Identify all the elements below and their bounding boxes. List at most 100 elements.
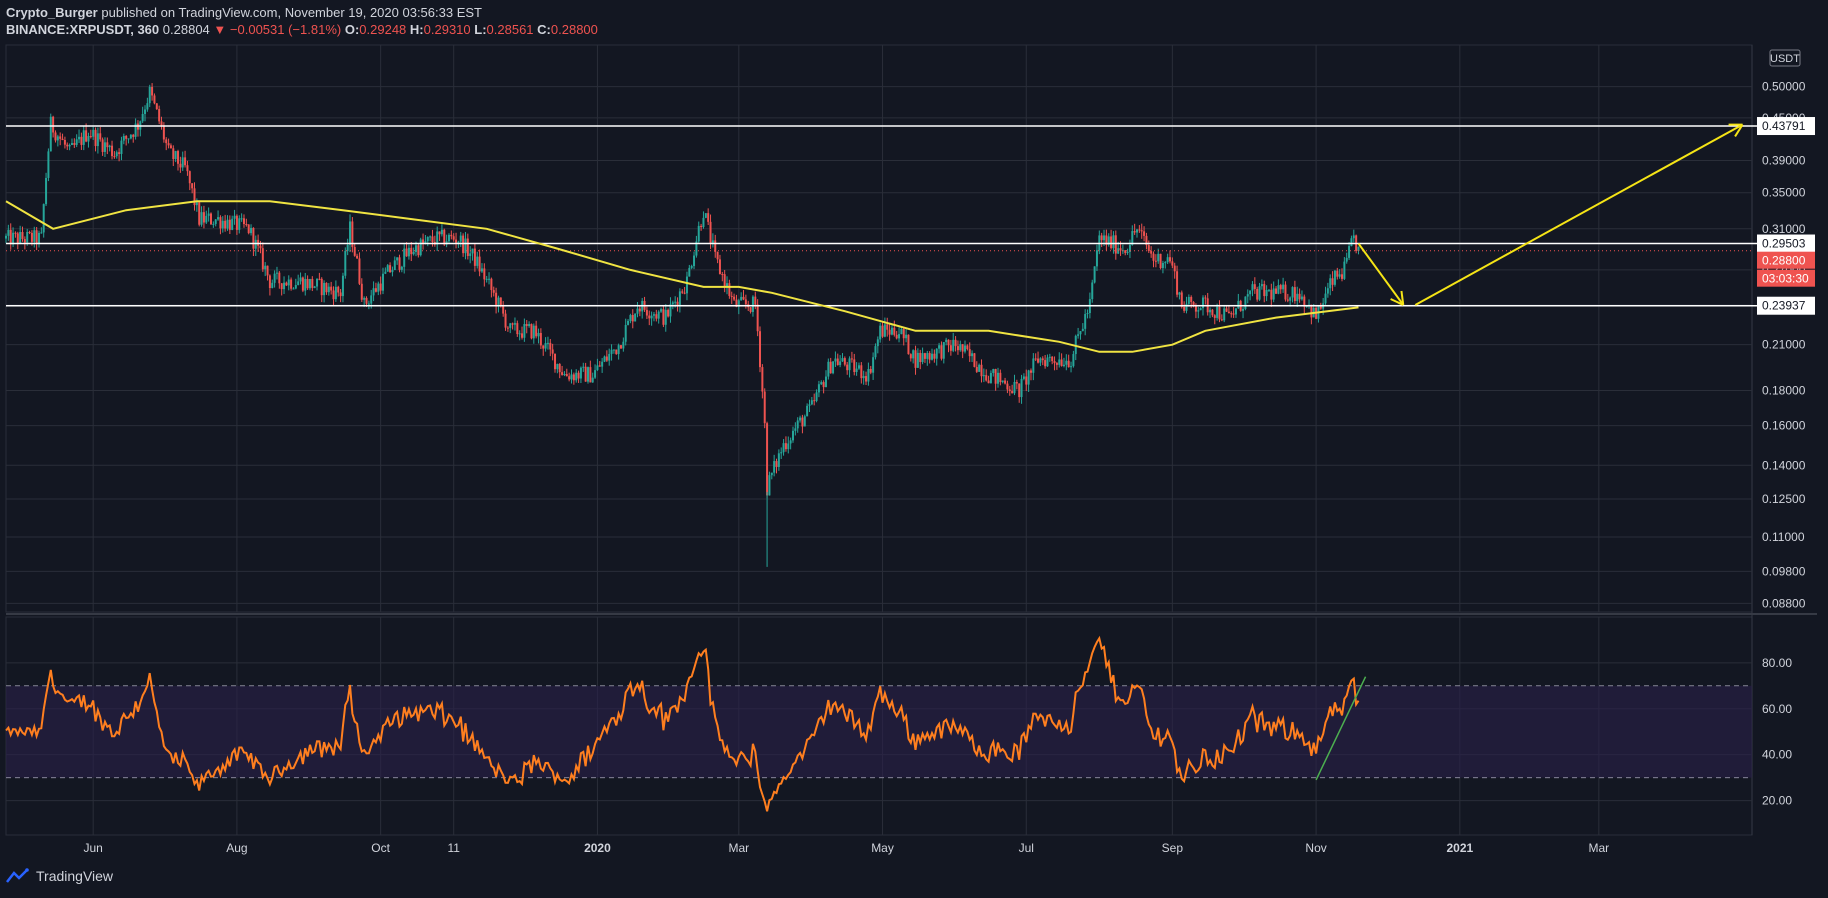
candle-body xyxy=(1013,381,1016,394)
candle-body xyxy=(554,353,557,370)
countdown-label: 03:03:30 xyxy=(1762,272,1809,286)
candle-body xyxy=(942,342,945,359)
candle-body xyxy=(386,265,389,272)
candle-body xyxy=(49,116,52,152)
candle-body xyxy=(1001,380,1004,383)
candle-body xyxy=(1027,370,1030,385)
candle-body xyxy=(1091,282,1094,300)
candle-body xyxy=(1204,297,1207,299)
candle-body xyxy=(1209,309,1212,313)
candle-body xyxy=(855,368,858,373)
candle-body xyxy=(118,152,121,154)
candle-body xyxy=(1143,231,1146,236)
candle-body xyxy=(202,212,205,223)
candle-body xyxy=(1037,358,1040,363)
brand-name[interactable]: TradingView xyxy=(36,868,114,884)
candle-body xyxy=(103,142,106,152)
candle-body xyxy=(264,265,267,270)
candle-body xyxy=(226,219,229,229)
candle-body xyxy=(35,230,38,244)
y-tick-label: 0.08800 xyxy=(1762,596,1806,610)
candle-body xyxy=(521,333,524,338)
candle-body xyxy=(824,376,827,388)
candle-body xyxy=(568,376,571,380)
candle-body xyxy=(290,279,293,289)
level-label: 0.29503 xyxy=(1762,237,1806,251)
projection-down-arrow-head xyxy=(1390,298,1404,306)
candle-body xyxy=(219,217,222,229)
candle-body xyxy=(169,145,172,149)
candle-body xyxy=(1242,308,1245,311)
candle-body xyxy=(443,229,446,245)
candle-body xyxy=(876,339,879,347)
candle-body xyxy=(780,452,783,454)
candle-body xyxy=(992,369,995,373)
candle-body xyxy=(447,234,450,242)
chart-canvas[interactable]: Jun Aug Oct 11 2020 Mar May Jul Sep Nov 2021 Mar 0.5… xyxy=(0,0,1828,860)
candle-body xyxy=(396,257,399,261)
candle-body xyxy=(471,248,474,254)
candle-body xyxy=(744,299,747,305)
candle-body xyxy=(591,377,594,383)
candle-body xyxy=(473,248,476,266)
candle-body xyxy=(188,171,191,184)
candle-body xyxy=(33,230,36,242)
candle-body xyxy=(89,136,92,138)
candle-body xyxy=(1152,253,1155,261)
candle-body xyxy=(1100,235,1103,241)
candle-body xyxy=(982,375,985,377)
candle-body xyxy=(1305,306,1308,308)
candle-body xyxy=(294,285,297,289)
candle-body xyxy=(21,231,24,240)
candle-body xyxy=(235,215,238,230)
candle-body xyxy=(1015,381,1018,384)
candle-body xyxy=(1029,370,1032,373)
candle-body xyxy=(1234,308,1237,315)
candle-body xyxy=(813,400,816,402)
candle-body xyxy=(450,234,453,237)
candle-body xyxy=(516,323,519,335)
candle-body xyxy=(674,301,677,303)
footer: TradingView xyxy=(6,868,113,884)
candle-body xyxy=(964,345,967,352)
candle-body xyxy=(638,308,641,312)
candle-body xyxy=(344,250,347,276)
candle-body xyxy=(495,292,498,307)
x-tick-label: 2021 xyxy=(1446,841,1473,855)
candle-body xyxy=(794,428,797,431)
candle-body xyxy=(1341,274,1344,279)
candle-body xyxy=(63,139,66,145)
currency-label: USDT xyxy=(1770,53,1800,65)
candle-body xyxy=(730,295,733,297)
candle-body xyxy=(469,253,472,257)
candle-body xyxy=(337,286,340,293)
candle-body xyxy=(1180,292,1183,307)
candle-body xyxy=(624,324,627,342)
candle-body xyxy=(822,382,825,388)
candle-body xyxy=(634,313,637,322)
candle-body xyxy=(1018,383,1021,398)
candle-body xyxy=(1286,299,1289,301)
candle-body xyxy=(1183,306,1186,311)
candle-body xyxy=(318,278,321,280)
candle-body xyxy=(898,334,901,339)
x-tick-label: 11 xyxy=(447,841,460,855)
candle-body xyxy=(30,232,33,242)
candle-body xyxy=(657,311,660,319)
candle-body xyxy=(462,235,465,254)
candle-body xyxy=(214,219,217,224)
candle-body xyxy=(452,236,455,240)
candle-body xyxy=(132,134,135,137)
candle-body xyxy=(850,358,853,360)
publisher-name[interactable]: Crypto_Burger xyxy=(6,5,98,20)
candle-body xyxy=(704,213,707,218)
candle-body xyxy=(1164,262,1167,264)
candle-body xyxy=(749,307,752,312)
candle-body xyxy=(806,405,809,417)
candle-body xyxy=(141,113,144,122)
candle-body xyxy=(848,358,851,371)
candle-body xyxy=(1352,235,1355,239)
candle-body xyxy=(221,220,224,229)
candle-body xyxy=(900,329,903,335)
candle-body xyxy=(959,344,962,351)
